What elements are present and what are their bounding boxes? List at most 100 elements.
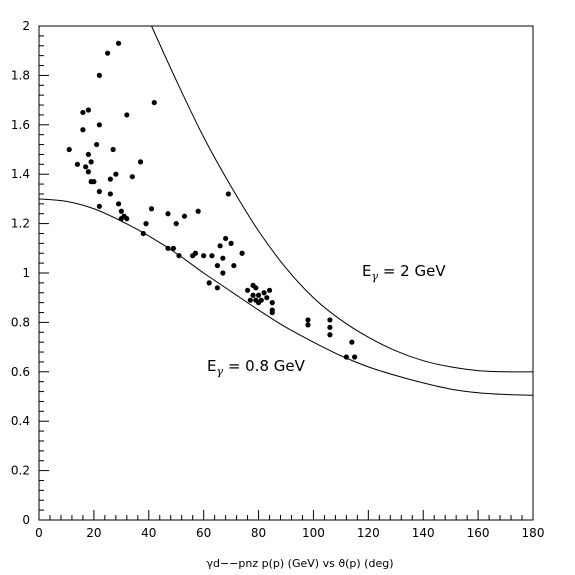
data-point bbox=[231, 262, 237, 269]
data-point bbox=[258, 297, 264, 303]
data-point bbox=[343, 354, 349, 360]
data-point bbox=[124, 112, 130, 118]
data-point bbox=[209, 253, 215, 259]
y-tick-label: 0 bbox=[22, 513, 30, 527]
data-point bbox=[107, 176, 113, 182]
data-point bbox=[220, 255, 226, 261]
data-point bbox=[192, 250, 199, 256]
data-point bbox=[96, 203, 102, 209]
data-point bbox=[96, 188, 102, 195]
x-tick-label: 20 bbox=[86, 526, 101, 540]
data-point bbox=[173, 221, 179, 227]
data-point bbox=[250, 292, 256, 298]
y-tick-label: 0.2 bbox=[11, 464, 30, 478]
data-point bbox=[94, 141, 100, 148]
data-point bbox=[217, 243, 223, 249]
annotation-upper-prefix: E bbox=[362, 262, 371, 280]
y-tick-label: 0.4 bbox=[11, 414, 30, 428]
data-point bbox=[181, 213, 188, 219]
data-point bbox=[327, 324, 333, 330]
x-tick-label: 180 bbox=[522, 526, 545, 540]
x-tick-label: 0 bbox=[35, 526, 43, 540]
data-point bbox=[266, 287, 273, 293]
curve-2gev bbox=[151, 25, 534, 373]
data-point bbox=[223, 235, 229, 242]
y-tick-label: 0.6 bbox=[11, 365, 30, 379]
data-point bbox=[80, 109, 86, 116]
data-point bbox=[91, 179, 97, 185]
data-point bbox=[206, 280, 212, 286]
data-point bbox=[239, 250, 245, 256]
x-tick-label: 80 bbox=[251, 526, 266, 540]
data-point bbox=[85, 169, 91, 175]
annotation-upper-suffix: = 2 GeV bbox=[378, 262, 446, 280]
data-points bbox=[66, 40, 358, 360]
x-tick-label: 60 bbox=[196, 526, 211, 540]
x-tick-label: 160 bbox=[467, 526, 490, 540]
data-point bbox=[327, 317, 333, 323]
data-point bbox=[151, 99, 157, 106]
data-point bbox=[165, 211, 171, 217]
data-point bbox=[305, 322, 311, 328]
data-point bbox=[225, 191, 231, 197]
data-point bbox=[129, 174, 135, 180]
data-point bbox=[88, 159, 94, 165]
data-point bbox=[349, 339, 355, 345]
data-point bbox=[113, 171, 119, 177]
data-point bbox=[247, 297, 253, 303]
data-point bbox=[85, 151, 91, 158]
annotation-upper-curve: Eγ = 2 GeV bbox=[362, 262, 446, 283]
data-point bbox=[137, 159, 144, 165]
data-point bbox=[327, 332, 333, 338]
data-point bbox=[96, 122, 102, 128]
annotation-lower-suffix: = 0.8 GeV bbox=[223, 357, 306, 375]
data-point bbox=[105, 50, 111, 56]
x-tick-label: 140 bbox=[412, 526, 435, 540]
data-point bbox=[148, 206, 155, 212]
data-point bbox=[110, 146, 116, 153]
data-point bbox=[305, 317, 311, 323]
annotation-lower-curve: Eγ = 0.8 GeV bbox=[207, 357, 306, 378]
data-point bbox=[85, 107, 91, 113]
data-point bbox=[115, 40, 122, 46]
data-point bbox=[107, 191, 113, 197]
data-point bbox=[165, 245, 171, 251]
data-point bbox=[118, 208, 124, 214]
data-point bbox=[170, 245, 177, 251]
data-point bbox=[253, 285, 259, 291]
data-point bbox=[143, 221, 149, 227]
data-point bbox=[66, 146, 72, 153]
data-point bbox=[244, 287, 251, 293]
data-point bbox=[269, 300, 275, 306]
data-point bbox=[264, 295, 270, 301]
data-point bbox=[124, 216, 130, 222]
data-point bbox=[83, 164, 89, 170]
data-point bbox=[352, 354, 358, 360]
x-tick-label: 40 bbox=[141, 526, 156, 540]
data-point bbox=[74, 161, 81, 167]
data-point bbox=[261, 290, 267, 296]
y-tick-label: 1 bbox=[22, 266, 30, 280]
data-point bbox=[228, 240, 234, 246]
annotation-lower-sub: γ bbox=[216, 365, 223, 378]
data-point bbox=[80, 127, 86, 133]
y-tick-label: 1.4 bbox=[11, 167, 30, 181]
y-tick-label: 1.8 bbox=[11, 68, 30, 82]
data-point bbox=[214, 285, 220, 291]
y-tick-label: 0.8 bbox=[11, 315, 30, 329]
data-point bbox=[140, 230, 146, 237]
data-point bbox=[214, 262, 220, 269]
data-point bbox=[269, 307, 275, 313]
data-point bbox=[201, 253, 207, 259]
y-tick-label: 1.2 bbox=[11, 217, 30, 231]
plot-frame bbox=[38, 25, 534, 521]
data-point bbox=[255, 292, 262, 298]
annotation-lower-prefix: E bbox=[207, 357, 216, 375]
data-point bbox=[195, 208, 201, 214]
x-axis-title: γd−−pnz p(p) (GeV) vs ϑ(p) (deg) bbox=[206, 557, 393, 570]
data-point bbox=[220, 270, 226, 276]
x-tick-label: 100 bbox=[302, 526, 325, 540]
y-tick-label: 1.6 bbox=[11, 118, 30, 132]
data-point bbox=[115, 201, 122, 207]
